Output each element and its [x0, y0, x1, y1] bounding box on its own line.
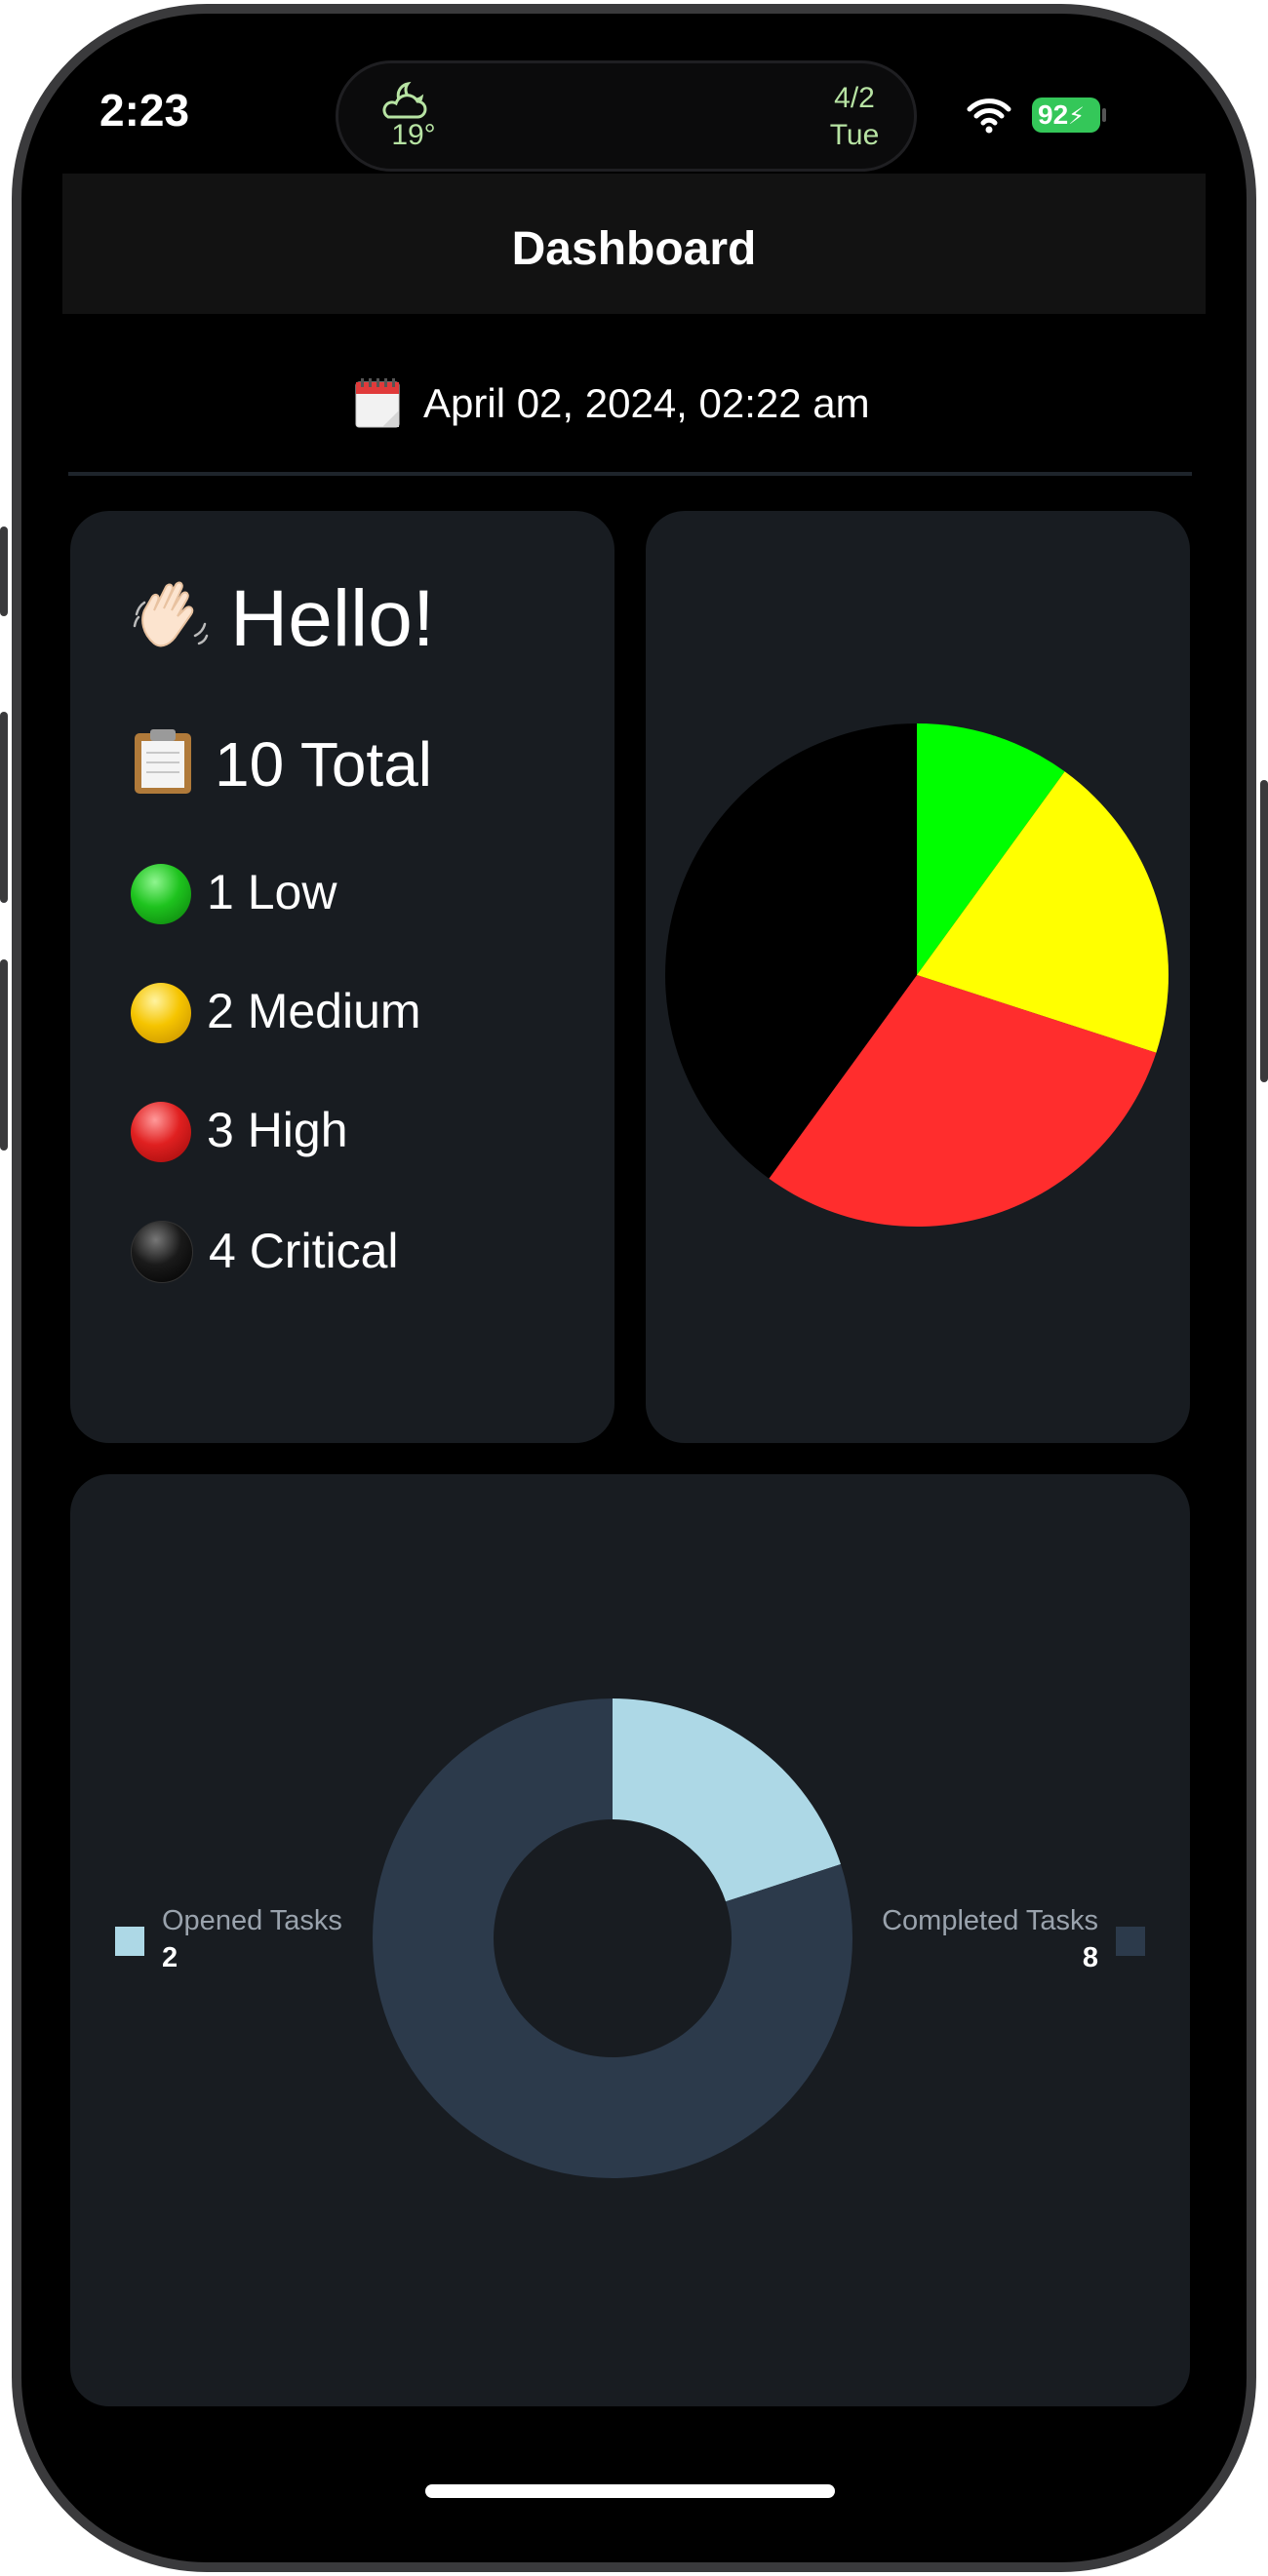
- legend-label-opened: Opened Tasks: [162, 1905, 342, 1936]
- wifi-icon: [967, 98, 1011, 134]
- charging-bolt-icon: ⚡: [1068, 103, 1086, 130]
- slice-high[interactable]: [769, 975, 1157, 1227]
- legend-value-completed: 8: [1082, 1942, 1098, 1973]
- black-circle-icon: [131, 1221, 193, 1283]
- total-tasks: 10 Total: [131, 727, 432, 800]
- calendar-icon: [355, 378, 400, 428]
- priority-label: 1 Low: [207, 865, 337, 919]
- partly-cloudy-night-icon: [382, 81, 427, 119]
- battery-level: 92: [1038, 99, 1069, 130]
- island-date-weekday: Tue: [829, 119, 880, 151]
- status-time: 2:23: [99, 85, 190, 136]
- mute-switch: [0, 527, 8, 616]
- slice-opened-tasks[interactable]: [613, 1698, 841, 1902]
- dynamic-island: [336, 60, 917, 172]
- priority-row-medium: 2 Medium: [131, 983, 421, 1045]
- green-circle-icon: [131, 864, 191, 924]
- home-indicator[interactable]: [425, 2484, 835, 2498]
- battery-nub: [1102, 108, 1106, 122]
- task-summary-card: [70, 511, 614, 1443]
- priority-label: 2 Medium: [207, 984, 421, 1038]
- page-title: Dashboard: [511, 223, 757, 275]
- slice-low[interactable]: [917, 723, 1065, 975]
- current-date-row: April 02, 2024, 02:22 am: [355, 374, 940, 433]
- priority-label: 4 Critical: [209, 1224, 399, 1278]
- priority-row-critical: 4 Critical: [131, 1221, 398, 1283]
- island-date-day: 4/2: [834, 82, 875, 114]
- clipboard-icon: [135, 729, 191, 794]
- slice-critical[interactable]: [665, 723, 917, 1179]
- legend-swatch-opened: [115, 1927, 144, 1956]
- legend-label-completed: Completed Tasks: [882, 1905, 1098, 1936]
- volume-down-button: [0, 959, 8, 1151]
- greeting: Hello!: [131, 573, 435, 665]
- battery-indicator: 92⚡: [1032, 98, 1100, 133]
- legend-swatch-completed: [1116, 1927, 1145, 1956]
- priority-pie-chart[interactable]: [663, 722, 1170, 1229]
- greeting-text: Hello!: [230, 574, 435, 663]
- priority-row-high: 3 High: [131, 1102, 348, 1164]
- task-status-card: [70, 1474, 1190, 2406]
- red-circle-icon: [131, 1102, 191, 1162]
- power-button: [1260, 780, 1268, 1082]
- yellow-circle-icon: [131, 983, 191, 1043]
- priority-label: 3 High: [207, 1103, 348, 1157]
- volume-up-button: [0, 712, 8, 903]
- priority-row-low: 1 Low: [131, 864, 337, 926]
- legend-value-opened: 2: [162, 1942, 178, 1973]
- current-date-text: April 02, 2024, 02:22 am: [423, 380, 870, 426]
- total-tasks-text: 10 Total: [215, 729, 432, 800]
- waving-hand-icon: [133, 581, 209, 647]
- slice-medium[interactable]: [917, 771, 1169, 1053]
- header-divider: [68, 472, 1192, 476]
- weather-temperature: 19°: [391, 119, 436, 151]
- task-status-donut-chart[interactable]: [371, 1697, 854, 2180]
- slice-completed-tasks[interactable]: [373, 1698, 852, 2178]
- island-date: 4/2 Tue: [815, 80, 893, 154]
- navigation-bar: Dashboard: [62, 174, 1206, 314]
